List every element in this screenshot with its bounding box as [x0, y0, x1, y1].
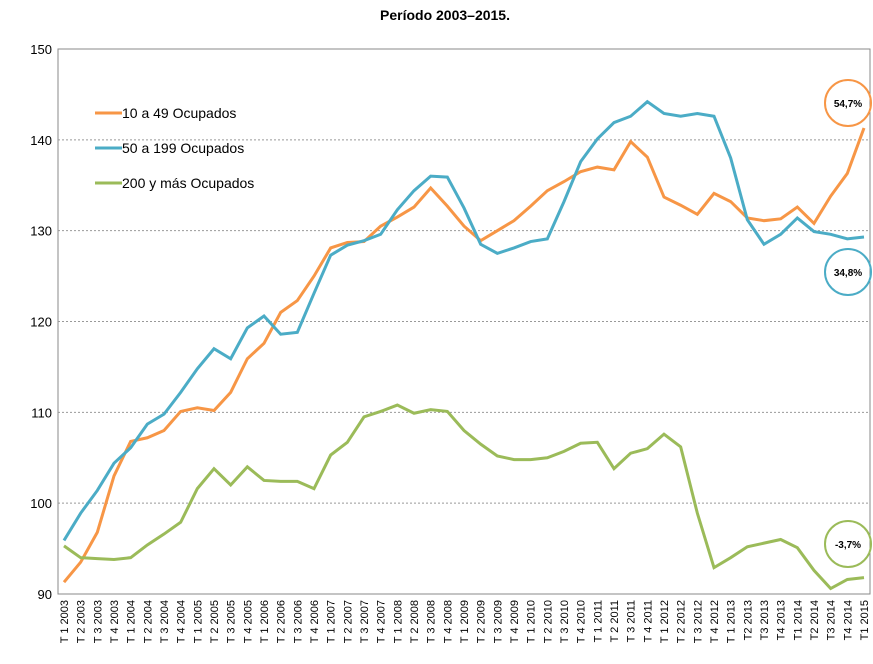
x-tick-label: T 4 2004	[176, 600, 188, 643]
x-tick-label: T 3 2005	[226, 600, 238, 643]
legend-label: 10 a 49 Ocupados	[122, 105, 236, 121]
annotation-circle	[824, 248, 872, 296]
x-tick-label: T 3 2009	[492, 600, 504, 643]
chart-title: Período 2003–2015.	[380, 7, 510, 23]
x-tick-label: T 4 2011	[642, 600, 654, 642]
x-tick-label: T 2 2006	[276, 600, 288, 643]
x-tick-label: T 3 2006	[292, 600, 304, 643]
x-tick-label: T 4 2010	[576, 600, 588, 643]
x-tick-label: T 2 2004	[142, 600, 154, 643]
x-tick-label: T 1 2006	[259, 600, 271, 643]
y-tick-label: 140	[30, 133, 52, 148]
x-tick-label: T2 2014	[809, 600, 821, 640]
series-line	[63, 403, 865, 591]
x-tick-label: T 4 2008	[442, 600, 454, 643]
x-tick-label: T 4 2006	[309, 600, 321, 643]
x-tick-label: T 1 2005	[192, 600, 204, 643]
x-tick-label: T 3 2007	[359, 600, 371, 643]
annotation: 54,7%	[834, 99, 862, 110]
annotation: -3,7%	[835, 540, 861, 551]
legend-label: 200 y más Ocupados	[122, 175, 254, 191]
x-tick-label: T 3 2010	[559, 600, 571, 643]
x-tick-label: T 2 2005	[209, 600, 221, 643]
x-tick-label: T 1 2004	[126, 600, 138, 643]
x-tick-label: T3 2014	[826, 600, 838, 640]
x-tick-label: T3 2013	[759, 600, 771, 640]
x-tick-label: T 2 2007	[342, 600, 354, 643]
x-tick-label: T 4 2009	[509, 600, 521, 643]
x-tick-label: T 3 2004	[159, 600, 171, 643]
x-tick-label: T 1 2013	[726, 600, 738, 643]
x-tick-label: T 4 2012	[709, 600, 721, 643]
x-tick-label: T 4 2005	[242, 600, 254, 643]
x-tick-label: T 2 2003	[76, 600, 88, 643]
x-tick-label: T4 2013	[776, 600, 788, 640]
x-tick-label: T 3 2003	[92, 600, 104, 643]
annotation-circle	[824, 79, 872, 127]
x-tick-label: T 1 2007	[326, 600, 338, 643]
x-tick-label: T 2 2008	[409, 600, 421, 643]
x-tick-label: T 4 2007	[376, 600, 388, 643]
series-line	[62, 99, 865, 542]
y-tick-label: 150	[30, 42, 52, 57]
x-tick-label: T 1 2003	[59, 600, 71, 643]
x-tick-label: T 2 2009	[476, 600, 488, 643]
legend-label: 50 a 199 Ocupados	[122, 140, 244, 156]
x-tick-label: T2 2013	[742, 600, 754, 640]
x-tick-label: T 1 2008	[392, 600, 404, 643]
x-tick-label: T 1 2011	[592, 600, 604, 642]
x-tick-label: T 3 2008	[426, 600, 438, 643]
x-tick-label: T 2 2012	[676, 600, 688, 643]
x-tick-label: T 3 2011	[626, 600, 638, 642]
y-tick-label: 100	[30, 496, 52, 511]
y-tick-label: 130	[30, 224, 52, 239]
annotation-circle	[824, 520, 872, 568]
series-line	[62, 127, 866, 584]
annotation: 34,8%	[834, 268, 862, 279]
x-tick-label: T 2 2011	[609, 600, 621, 642]
x-tick-label: T 4 2003	[109, 600, 121, 643]
y-tick-label: 90	[38, 587, 52, 602]
x-tick-label: T 3 2012	[692, 600, 704, 643]
y-tick-label: 120	[30, 315, 52, 330]
x-tick-label: T 1 2010	[526, 600, 538, 643]
x-tick-label: T1 2014	[792, 600, 804, 640]
x-tick-label: T1 2015	[859, 600, 871, 640]
x-tick-label: T4 2014	[842, 600, 854, 640]
x-tick-label: T 1 2012	[659, 600, 671, 643]
x-tick-label: T 2 2010	[542, 600, 554, 643]
x-tick-label: T 1 2009	[459, 600, 471, 643]
y-tick-label: 110	[31, 405, 52, 420]
